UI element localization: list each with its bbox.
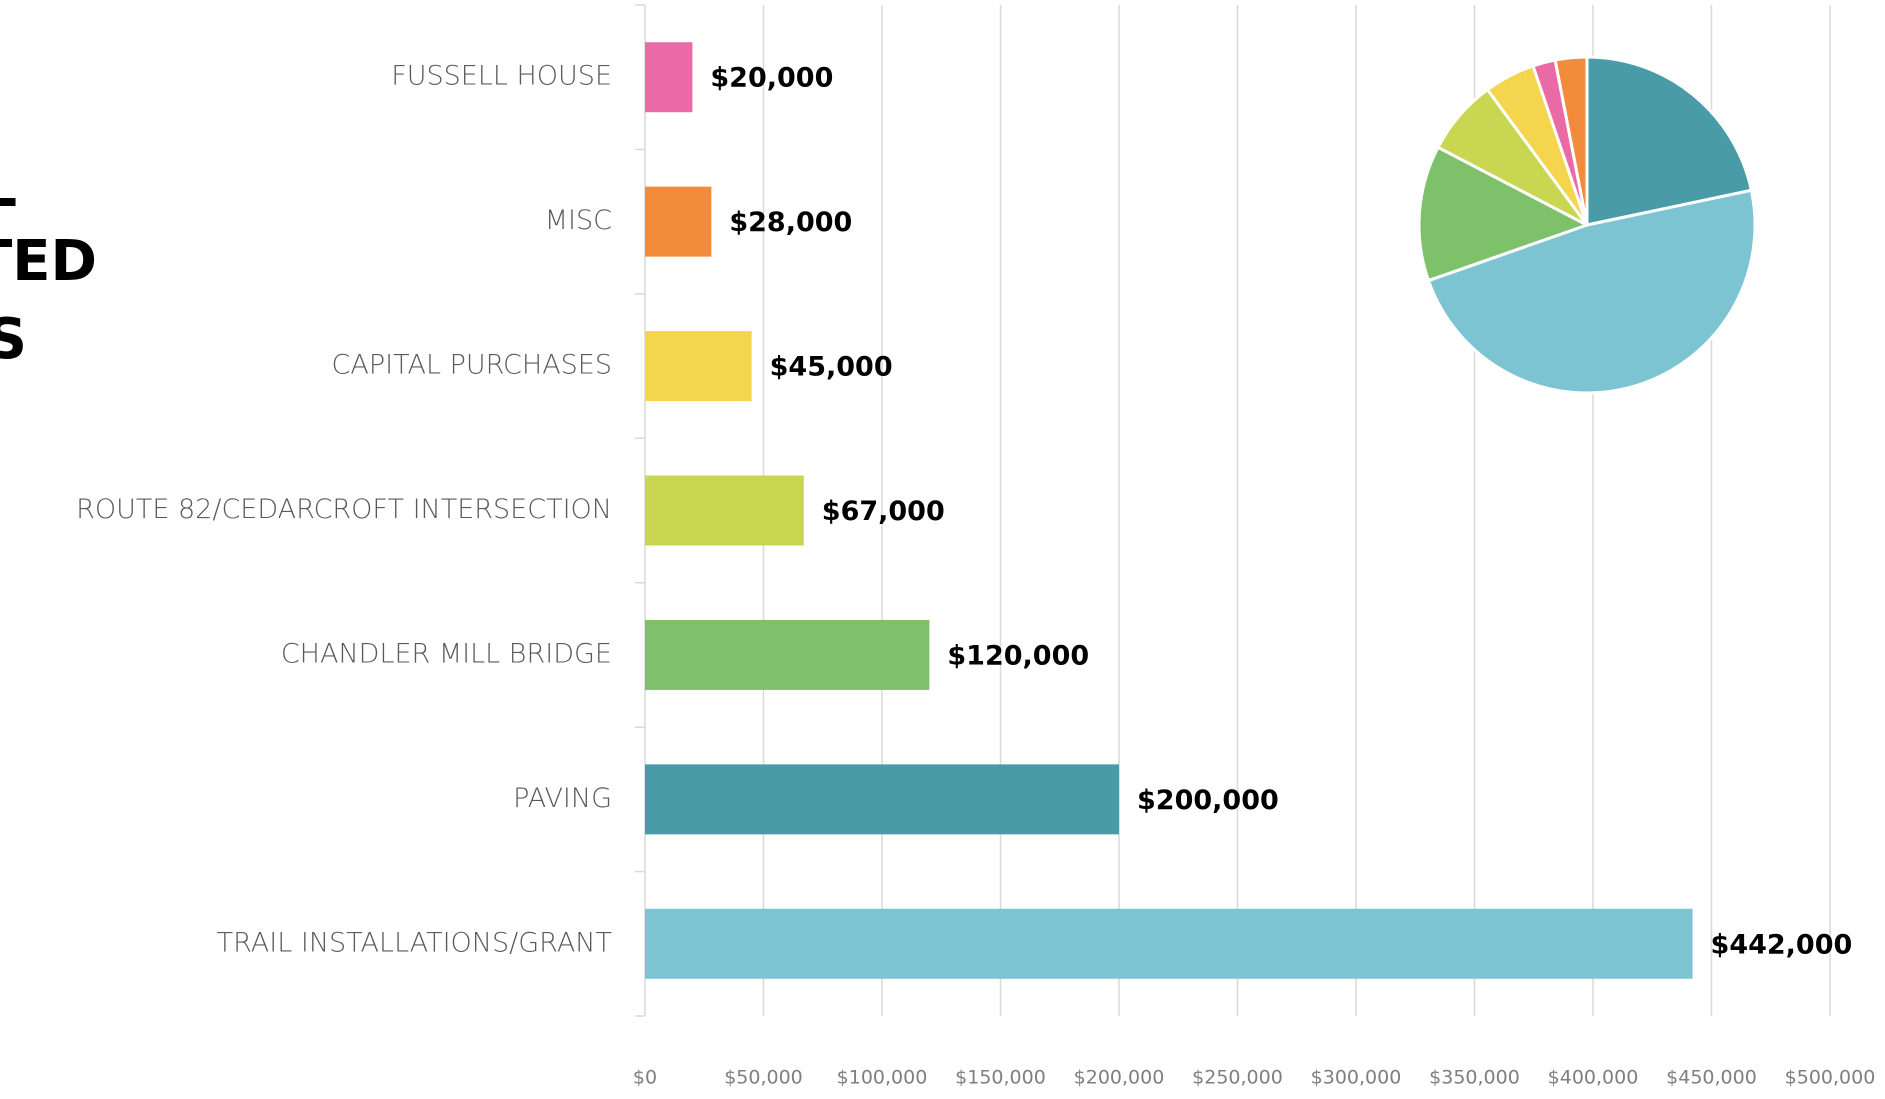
category-label: FUSSELL HOUSE <box>391 61 612 92</box>
x-tick-label: $0 <box>633 1067 657 1089</box>
x-tick-label: $200,000 <box>1074 1067 1165 1089</box>
value-label: $120,000 <box>947 640 1089 671</box>
bar <box>645 619 930 690</box>
x-tick-label: $300,000 <box>1311 1067 1402 1089</box>
x-tick-label: $400,000 <box>1548 1067 1639 1089</box>
title-fragment: L <box>0 155 17 220</box>
value-label: $28,000 <box>729 207 852 238</box>
x-tick-label: $100,000 <box>837 1067 928 1089</box>
x-tick-label: $250,000 <box>1192 1067 1283 1089</box>
x-tick-label: $500,000 <box>1785 1067 1876 1089</box>
title-fragment: TED <box>0 229 97 294</box>
x-tick-label: $350,000 <box>1429 1067 1520 1089</box>
category-label: TRAIL INSTALLATIONS/GRANT <box>217 927 612 958</box>
bar <box>645 186 712 257</box>
category-label: PAVING <box>513 783 612 814</box>
value-label: $45,000 <box>770 352 893 383</box>
category-label: MISC <box>545 205 612 236</box>
bar <box>645 331 752 402</box>
pie-slice <box>1585 55 1754 227</box>
x-tick-label: $50,000 <box>724 1067 803 1089</box>
bar <box>645 764 1119 835</box>
category-label: ROUTE 82/CEDARCROFT INTERSECTION <box>76 494 612 525</box>
title-fragment: S <box>0 307 27 372</box>
value-label: $67,000 <box>822 496 945 527</box>
x-tick-label: $450,000 <box>1666 1067 1757 1089</box>
value-label: $442,000 <box>1711 929 1853 960</box>
category-label: CAPITAL PURCHASES <box>332 350 612 381</box>
bar <box>645 42 693 113</box>
pie-slice <box>1426 188 1757 395</box>
x-tick-label: $150,000 <box>955 1067 1046 1089</box>
pie-slice <box>1553 55 1589 226</box>
bar <box>645 475 804 546</box>
pie-slice <box>1417 145 1591 283</box>
value-label: $20,000 <box>710 63 833 94</box>
bar <box>645 908 1693 979</box>
value-label: $200,000 <box>1137 785 1279 816</box>
category-label: CHANDLER MILL BRIDGE <box>281 638 612 669</box>
